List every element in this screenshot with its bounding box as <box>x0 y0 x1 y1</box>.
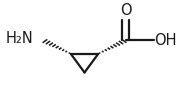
Text: OH: OH <box>154 33 177 48</box>
Text: H₂N: H₂N <box>6 31 33 46</box>
Text: O: O <box>120 3 131 18</box>
